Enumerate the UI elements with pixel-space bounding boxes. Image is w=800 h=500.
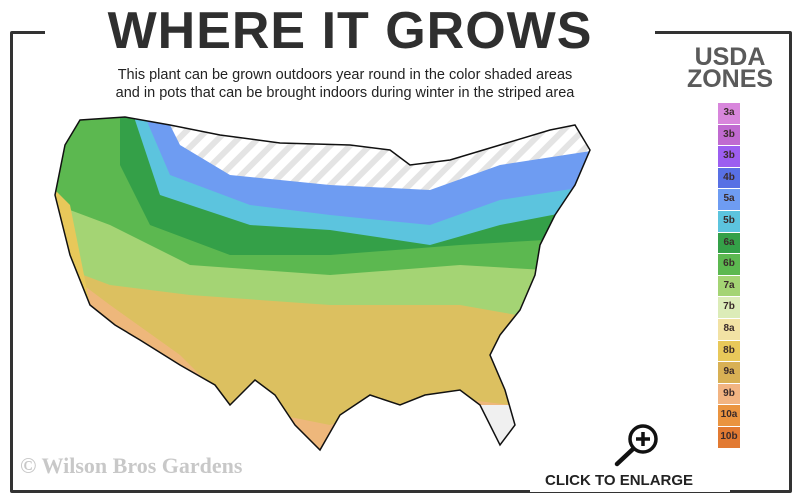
click-to-enlarge-button[interactable]: CLICK TO ENLARGE — [545, 472, 694, 489]
legend-zone-5a: 5a — [718, 189, 740, 210]
us-zone-map[interactable] — [30, 105, 630, 465]
legend-title: USDA ZONES — [686, 43, 774, 93]
legend-zone-3a: 3a — [718, 103, 740, 124]
page-title: WHERE IT GROWS — [107, 2, 593, 60]
legend-zone-6b: 6b — [718, 254, 740, 275]
legend-zone-7a: 7a — [718, 275, 740, 297]
legend-zone-10b: 10b — [718, 426, 740, 448]
legend-zone-5b: 5b — [718, 210, 740, 232]
watermark: © Wilson Bros Gardens — [20, 453, 243, 478]
legend-zone-8a: 8a — [718, 318, 740, 340]
legend-zone-6a: 6a — [718, 232, 740, 254]
legend-zone-9b: 9b — [718, 383, 740, 405]
legend-zone-10a: 10a — [718, 405, 740, 426]
legend-zone-3b: 3b — [718, 146, 740, 167]
legend-zone-9a: 9a — [718, 362, 740, 383]
zone-legend: 3a 3b 3b 4b 5a 5b 6a 6b 7a 7b 8a 8b 9a 9b 10a 10b — [718, 103, 740, 449]
legend-zone-3b: 3b — [718, 124, 740, 146]
legend-zone-7b: 7b — [718, 297, 740, 318]
zoom-in-icon[interactable] — [605, 422, 665, 467]
us-outline — [54, 116, 591, 452]
subtitle: This plant can be grown outdoors year ro… — [115, 67, 575, 101]
legend-zone-4b: 4b — [718, 167, 740, 189]
legend-zone-8b: 8b — [718, 340, 740, 362]
